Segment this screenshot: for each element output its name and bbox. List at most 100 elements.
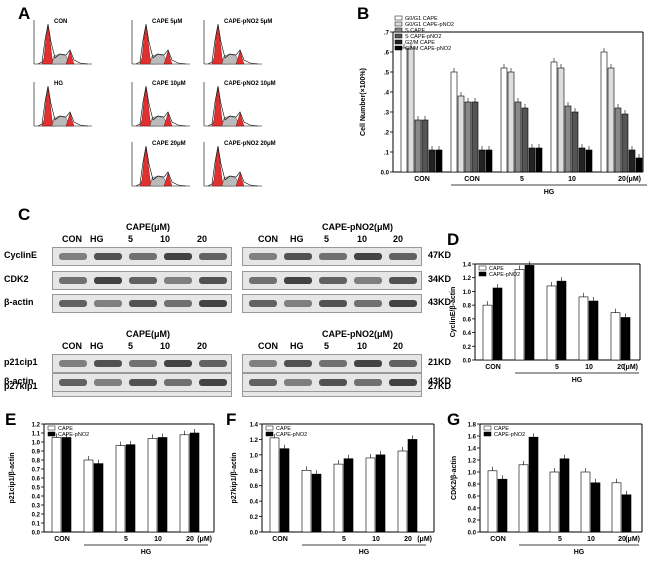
bar [621, 494, 632, 533]
bar [497, 478, 508, 533]
y-tick-label: .5 [384, 71, 390, 77]
blot-band [94, 360, 122, 367]
blot-band [319, 277, 347, 284]
y-tick-label: 0.6 [463, 317, 472, 323]
bar [375, 454, 386, 533]
x-tick-label: 20 [618, 176, 626, 183]
legend-swatch [394, 33, 403, 39]
unit-label: (μM) [626, 176, 641, 183]
lane-label: HG [290, 234, 304, 244]
y-tick-label: 1.2 [468, 459, 477, 465]
flow-title: CON [54, 19, 68, 25]
y-tick-label: 0.4 [463, 331, 472, 337]
panel-label-b: B [357, 4, 370, 23]
flow-histogram: CAPE 20μM [128, 140, 190, 190]
blot-band [319, 300, 347, 307]
bar [528, 436, 539, 533]
bar [528, 147, 536, 173]
bar [500, 67, 508, 173]
bar [157, 437, 168, 533]
legend-label: CAPE [494, 426, 509, 432]
bar [279, 448, 290, 533]
x-tick-label: 10 [372, 536, 380, 543]
blot-band [284, 379, 312, 386]
lane-label: 5 [324, 234, 330, 244]
bar [571, 111, 579, 173]
flow-histogram: CAPE-pNO2 20μM [200, 140, 276, 190]
legend-swatch [265, 431, 274, 437]
blot-band [354, 253, 382, 260]
flow-title: CAPE-pNO2 10μM [224, 81, 276, 87]
x-tick-label: 5 [342, 536, 346, 543]
legend-swatch [483, 431, 492, 437]
bar [457, 95, 465, 173]
y-tick-label: 0.2 [463, 345, 472, 351]
legend-label: G2/M CAPE-pNO2 [405, 46, 451, 52]
legend-swatch [483, 425, 492, 431]
y-tick-label: 0.3 [32, 504, 41, 510]
legend-swatch [394, 27, 403, 33]
y-tick-label: 0.2 [32, 513, 41, 519]
y-tick-label: 1.4 [250, 423, 259, 429]
unit-label: (μM) [623, 364, 638, 371]
bar [51, 437, 62, 533]
bar [588, 300, 599, 361]
bar [147, 438, 158, 533]
flow-title: CAPE-pNO2 5μM [224, 19, 273, 25]
blot-band [94, 277, 122, 284]
bar [365, 457, 376, 533]
bar [428, 149, 436, 173]
bar [546, 285, 557, 361]
hg-label: HG [141, 549, 152, 556]
blot-row-label: p21cip1 [4, 357, 38, 367]
legend-swatch [478, 265, 487, 271]
y-tick-label: 0.8 [32, 459, 41, 465]
blot-band [59, 277, 87, 284]
blot-band [59, 300, 87, 307]
blot-strip [52, 354, 232, 373]
lane-label: 10 [357, 341, 368, 351]
lane-label: CON [62, 341, 82, 351]
bar [482, 304, 493, 361]
y-tick-label: 0.6 [468, 495, 477, 501]
bar [559, 458, 570, 533]
y-tick-label: 0.0 [32, 531, 41, 537]
lane-label: 20 [393, 341, 404, 351]
bar [518, 464, 529, 533]
x-tick-label: 5 [520, 176, 524, 183]
y-tick-label: 1.0 [250, 453, 259, 459]
blot-band [249, 360, 277, 367]
blot-band [164, 360, 192, 367]
y-tick-label: 0.1 [32, 522, 41, 528]
y-tick-label: 0.0 [468, 531, 477, 537]
blot-strip [52, 373, 232, 392]
y-tick-label: 0.7 [32, 468, 41, 474]
legend-label: CAPE [58, 426, 73, 432]
lane-label: 5 [128, 234, 134, 244]
unit-label: (μM) [197, 536, 212, 543]
bar [556, 280, 567, 361]
flow-title: CAPE 20μM [152, 141, 186, 147]
kd-label: 21KD [428, 357, 452, 367]
lane-label: HG [90, 234, 104, 244]
blot-band [199, 379, 227, 386]
y-tick-label: 0.2 [468, 519, 477, 525]
blot-band [249, 300, 277, 307]
panel-label-g: G [447, 410, 461, 429]
y-axis-label: Cell Number(×100%) [360, 68, 367, 136]
blot-band [284, 360, 312, 367]
lane-label: 5 [324, 341, 330, 351]
blot-band [389, 360, 417, 367]
y-tick-label: 1.4 [463, 263, 472, 269]
flow-title: CAPE-pNO2 20μM [224, 141, 276, 147]
blot-strip [52, 294, 232, 313]
blot-band [164, 379, 192, 386]
bar [464, 101, 472, 173]
bar [550, 61, 558, 173]
bar [521, 107, 529, 173]
y-tick-label: .2 [384, 131, 390, 137]
blot-band [319, 360, 347, 367]
bar [585, 149, 593, 173]
legend-label: CAPE [276, 426, 291, 432]
flow-histogram: HG [30, 80, 92, 130]
